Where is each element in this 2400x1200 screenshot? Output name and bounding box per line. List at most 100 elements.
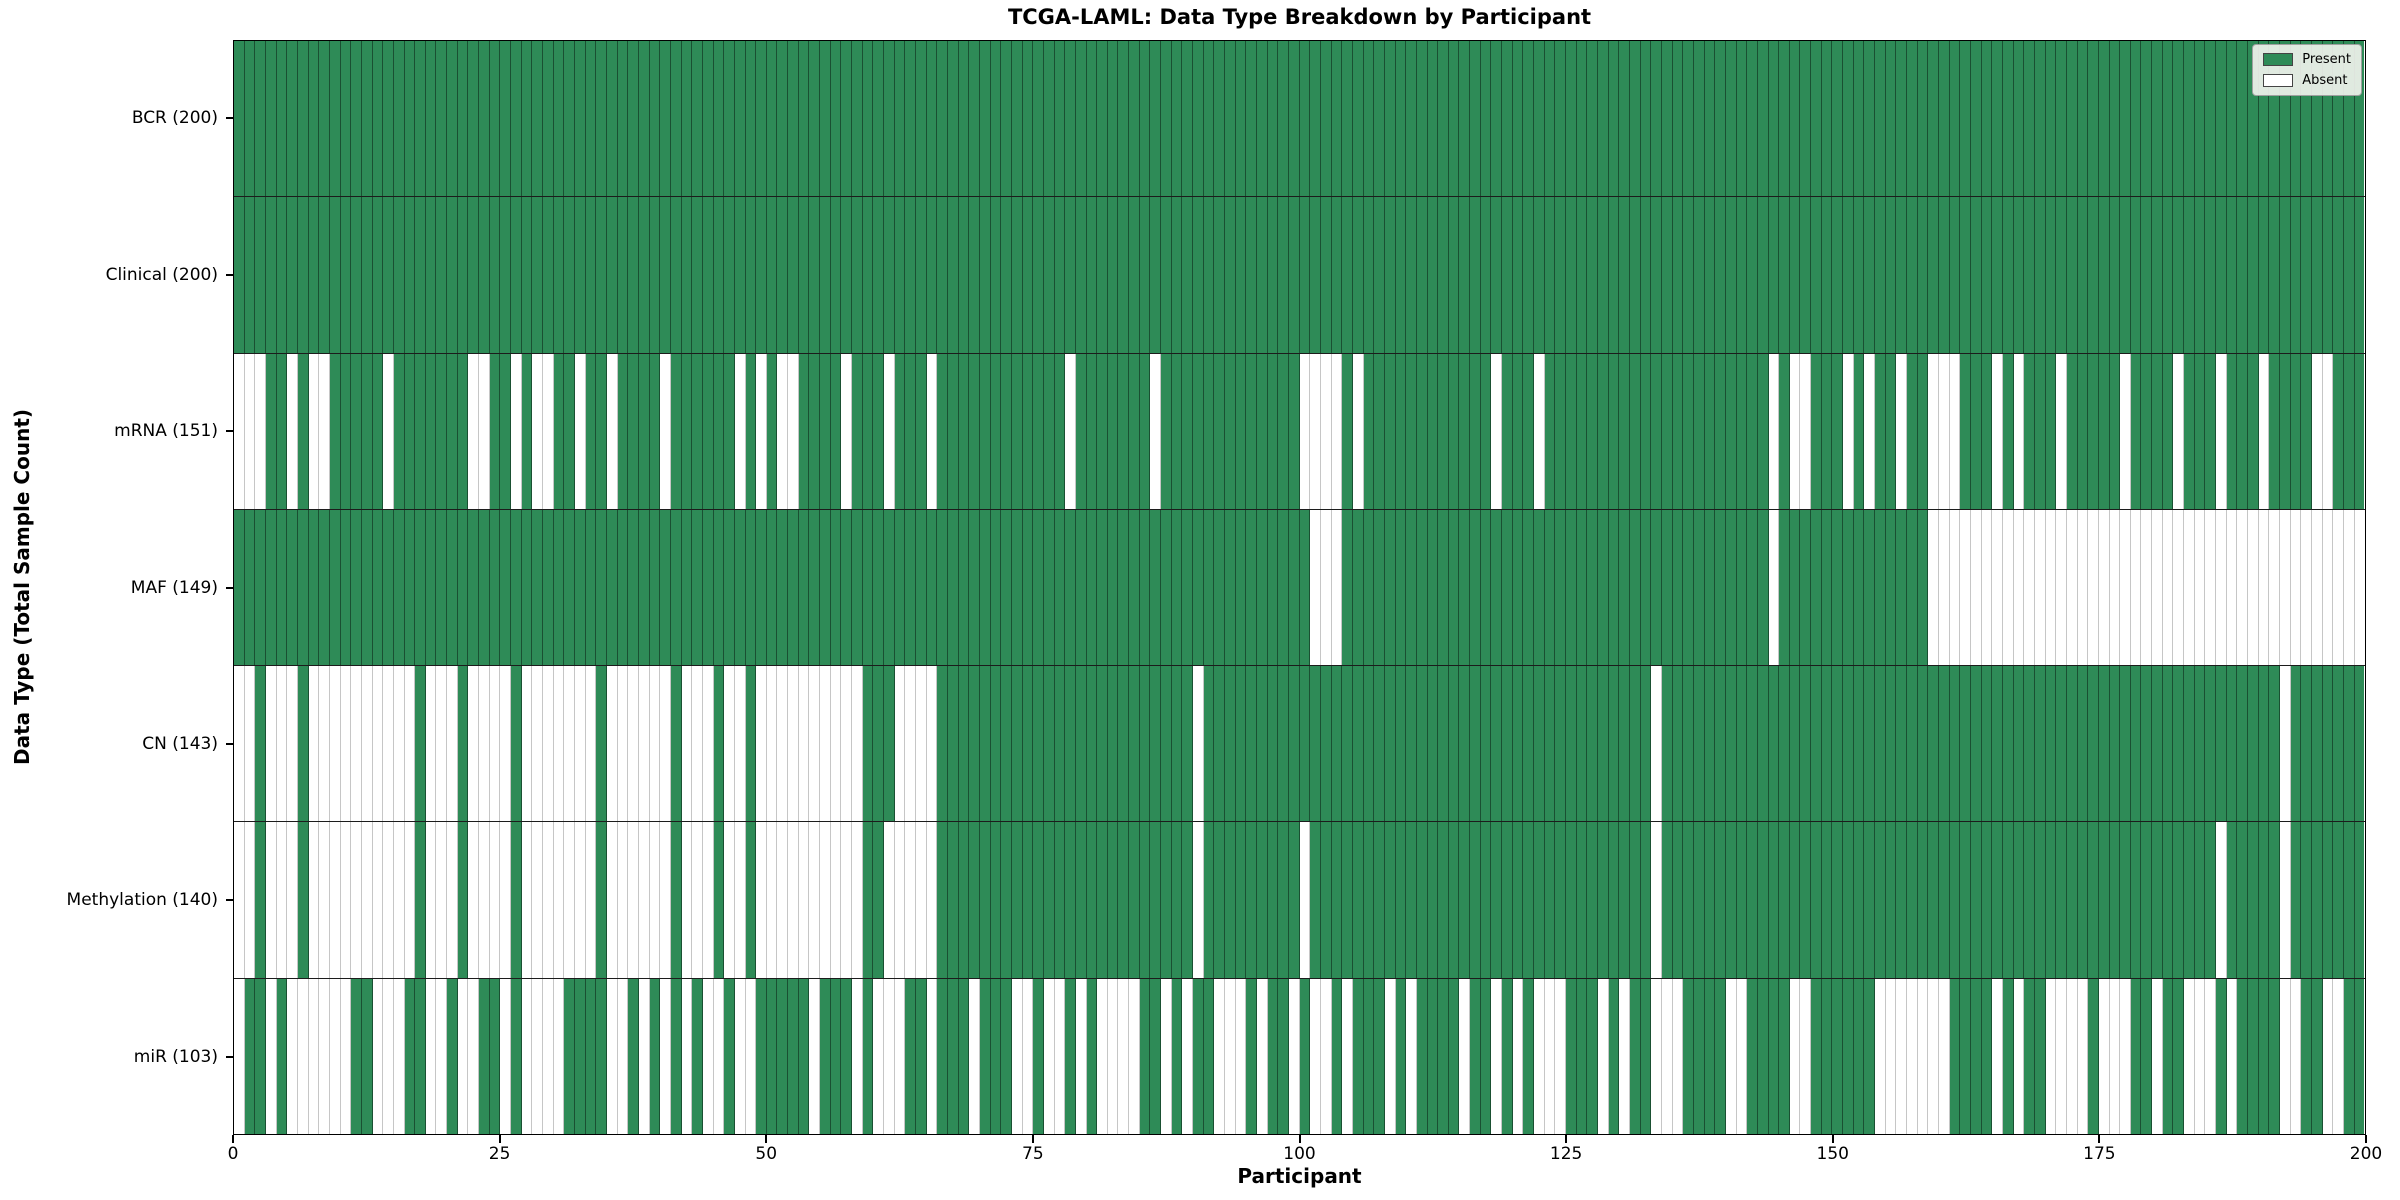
heatmap-cell [1374,197,1385,353]
heatmap-cell [2152,509,2163,666]
heatmap-cell [404,978,416,1134]
heatmap-cell [2002,41,2014,197]
heatmap-cell [1448,197,1460,353]
heatmap-cell [2322,822,2334,978]
heatmap-cell [1427,41,1439,197]
heatmap-cell [1907,978,1918,1134]
heatmap-cell [1576,822,1588,978]
heatmap-cell [1598,197,1609,353]
heatmap-cell [1118,197,1130,353]
heatmap-cell [1161,978,1172,1134]
heatmap-cell [1427,666,1439,822]
heatmap-cell [1299,666,1311,822]
heatmap-cell [788,509,799,666]
heatmap-cell [1555,978,1567,1134]
x-tick-label: 25 [488,1144,511,1164]
heatmap-cell [1427,353,1439,509]
heatmap-cell [606,666,618,822]
heatmap-cell [852,509,863,666]
heatmap-cell [2013,41,2025,197]
heatmap-cell [628,41,639,197]
heatmap-cell [1257,978,1268,1134]
heatmap-cell [1054,197,1066,353]
heatmap-cell [1502,197,1513,353]
heatmap-cell [1459,978,1471,1134]
heatmap-cell [521,41,533,197]
heatmap-cell [2013,197,2025,353]
heatmap-cell [894,353,906,509]
heatmap-cell [1118,666,1130,822]
heatmap-cell [1928,978,1939,1134]
heatmap-cell [2120,978,2131,1134]
heatmap-cell [681,666,693,822]
heatmap-cell [628,822,639,978]
heatmap-cell [1438,353,1449,509]
heatmap-cell [329,509,341,666]
heatmap-cell [2290,41,2302,197]
heatmap-cell [1278,353,1289,509]
heatmap-cell [2088,666,2099,822]
heatmap-cell [276,41,288,197]
heatmap-cell [361,41,373,197]
heatmap-cell [553,822,565,978]
heatmap-cell [1257,822,1268,978]
heatmap-cell [585,978,597,1134]
heatmap-cell [1203,353,1215,509]
heatmap-cell [638,978,650,1134]
heatmap-cell [1598,822,1609,978]
heatmap-cell [1512,197,1524,353]
heatmap-cell [1629,509,1641,666]
heatmap-cell [1288,353,1300,509]
heatmap-cell [905,978,916,1134]
y-tick-mark [226,273,233,276]
heatmap-cell [1970,822,1982,978]
heatmap-cell [1534,978,1545,1134]
heatmap-cell [436,353,448,509]
heatmap-cell [1587,353,1598,509]
heatmap-cell [575,822,586,978]
heatmap-cell [1661,197,1673,353]
heatmap-cell [809,978,821,1134]
heatmap-cell [1491,197,1503,353]
heatmap-cell [511,353,522,509]
heatmap-cell [2066,666,2078,822]
heatmap-cell [830,353,842,509]
heatmap-cell [1768,197,1780,353]
heatmap-cell [2216,197,2227,353]
heatmap-cell [713,822,725,978]
heatmap-cell [1640,41,1652,197]
heatmap-cell [1587,666,1598,822]
heatmap-cell [521,509,533,666]
heatmap-cell [255,509,266,666]
heatmap-cell [1139,197,1151,353]
heatmap-cell [1757,353,1769,509]
heatmap-cell [1821,41,1833,197]
heatmap-cell [1704,822,1716,978]
heatmap-cell [1981,197,1993,353]
heatmap-cell [1736,666,1748,822]
heatmap-cell [1566,353,1577,509]
heatmap-cell [969,509,980,666]
heatmap-cell [2173,197,2185,353]
x-tick-label: 200 [2349,1144,2383,1164]
heatmap-cell [1075,666,1087,822]
heatmap-cell [1821,978,1833,1134]
heatmap-cell [1065,41,1076,197]
heatmap-cell [1523,978,1535,1134]
heatmap-cell [1875,353,1886,509]
heatmap-cell [617,666,629,822]
heatmap-cell [681,978,693,1134]
heatmap-cell [1139,41,1151,197]
heatmap-cell [1278,822,1289,978]
heatmap-cell [489,978,501,1134]
heatmap-cell [2258,666,2270,822]
heatmap-cell [1843,978,1854,1134]
heatmap-cell [1352,666,1364,822]
x-tick-mark [1298,1135,1301,1143]
heatmap-cell [2152,822,2163,978]
heatmap-cell [2088,978,2099,1134]
heatmap-cell [2248,41,2259,197]
heatmap-cell [319,197,330,353]
heatmap-cell [2077,41,2089,197]
